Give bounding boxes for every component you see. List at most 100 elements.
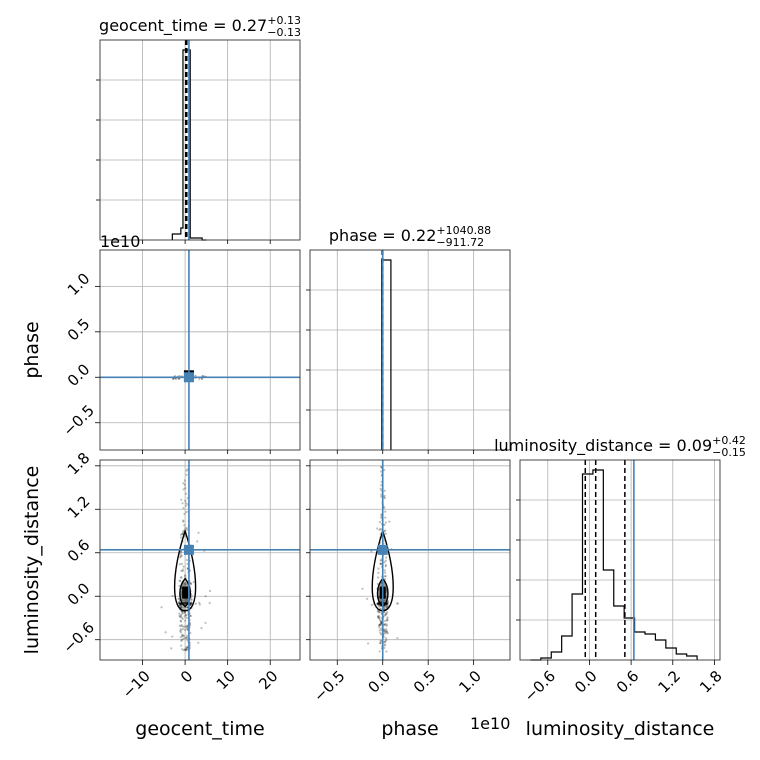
panel-luminosity_distance-vs-geocent_time-point — [181, 634, 184, 637]
panel-phase-vs-geocent_time-point — [201, 374, 204, 377]
panel-luminosity_distance-vs-geocent_time-point — [178, 579, 181, 582]
panel-luminosity_distance-vs-geocent_time-point — [190, 599, 193, 602]
panel-luminosity_distance-vs-geocent_time-point — [179, 604, 182, 607]
panel-luminosity_distance-vs-geocent_time-point — [186, 647, 189, 650]
hist-phase-title: phase = 0.22+1040.88 −911.72 — [329, 224, 491, 249]
panel-luminosity_distance-vs-geocent_time-point — [183, 615, 186, 618]
panel-luminosity_distance-vs-phase-point — [385, 624, 388, 627]
phase-y-offset-label: 1e10 — [100, 232, 140, 251]
panel-luminosity_distance-vs-phase-point — [383, 624, 386, 627]
x-axis-label-phase: phase — [381, 718, 438, 740]
panel-luminosity_distance-vs-phase-point — [386, 632, 390, 635]
panel-luminosity_distance-vs-geocent_time-point — [179, 627, 182, 631]
panel-luminosity_distance-vs-phase-point — [378, 629, 381, 632]
panel-luminosity_distance-vs-phase-point — [366, 642, 370, 645]
panel-luminosity_distance-vs-geocent_time-point — [179, 555, 182, 558]
xtick-label-luminosity_distance-3: 1.2 — [654, 667, 684, 697]
panel-phase-vs-geocent_time-point — [201, 377, 204, 380]
panel-luminosity_distance-vs-geocent_time-point — [190, 597, 193, 601]
panel-luminosity_distance-vs-phase-point — [377, 576, 380, 579]
panel-luminosity_distance-vs-geocent_time-point — [185, 648, 189, 651]
panel-luminosity_distance-vs-phase-point — [386, 617, 389, 621]
hist-luminosity_distance-steps — [530, 469, 698, 661]
panel-luminosity_distance-vs-geocent_time-point — [185, 636, 189, 639]
panel-luminosity_distance-vs-geocent_time-point — [182, 519, 185, 522]
panel-luminosity_distance-vs-geocent_time-point — [181, 633, 184, 636]
panel-luminosity_distance-vs-geocent_time-point — [178, 624, 181, 628]
panel-luminosity_distance-vs-geocent_time-point — [177, 597, 180, 600]
panel-luminosity_distance-vs-phase-point — [379, 627, 383, 630]
y-axis-label-phase: phase — [21, 321, 43, 378]
panel-luminosity_distance-vs-geocent_time-frame — [99, 459, 301, 661]
panel-luminosity_distance-vs-phase-point — [385, 630, 388, 634]
ytick-label-luminosity_distance-0: −0.6 — [59, 618, 97, 656]
panel-luminosity_distance-vs-geocent_time-point — [179, 613, 182, 616]
panel-luminosity_distance-vs-geocent_time-point — [184, 636, 187, 640]
panel-luminosity_distance-vs-phase-point — [383, 610, 386, 614]
panel-luminosity_distance-vs-phase-point — [376, 615, 380, 619]
panel-luminosity_distance-vs-geocent_time-point — [180, 576, 183, 579]
panel-luminosity_distance-vs-geocent_time-point — [185, 528, 189, 532]
xtick-label-phase-1: 0.0 — [364, 667, 394, 697]
panel-luminosity_distance-vs-geocent_time-point — [185, 502, 188, 505]
panel-luminosity_distance-vs-geocent_time-point — [180, 569, 183, 572]
panel-luminosity_distance-vs-geocent_time-point — [190, 602, 193, 605]
panel-luminosity_distance-vs-phase-point — [395, 602, 398, 605]
panel-luminosity_distance-vs-geocent_time-point — [179, 602, 182, 605]
panel-luminosity_distance-vs-phase-point — [378, 615, 381, 618]
hist-geocent_time-title: geocent_time = 0.27+0.13 −0.13 — [99, 14, 301, 39]
panel-luminosity_distance-vs-geocent_time-point — [171, 635, 174, 638]
panel-luminosity_distance-vs-phase-point — [366, 597, 369, 600]
panel-luminosity_distance-vs-geocent_time-point — [208, 601, 211, 605]
panel-luminosity_distance-vs-geocent_time-point — [180, 616, 183, 619]
ytick-label-phase-3: 1.0 — [64, 269, 94, 299]
panel-luminosity_distance-vs-geocent_time-point — [190, 602, 193, 605]
ytick-label-luminosity_distance-4: 1.8 — [64, 449, 94, 479]
panel-luminosity_distance-vs-phase-truth-marker — [377, 544, 388, 555]
panel-luminosity_distance-vs-geocent_time-point — [185, 469, 188, 472]
panel-luminosity_distance-vs-geocent_time-point — [189, 614, 192, 617]
panel-luminosity_distance-vs-phase-point — [376, 603, 379, 606]
panel-luminosity_distance-vs-geocent_time-point — [178, 602, 181, 605]
panel-luminosity_distance-vs-geocent_time-point — [208, 589, 212, 593]
panel-luminosity_distance-vs-phase-point — [378, 618, 381, 622]
panel-luminosity_distance-vs-geocent_time-truth-marker — [183, 544, 194, 555]
panel-luminosity_distance-vs-geocent_time-point — [180, 638, 184, 642]
panel-luminosity_distance-vs-phase-point — [384, 559, 387, 562]
panel-luminosity_distance-vs-phase-point — [380, 495, 383, 498]
panel-luminosity_distance-vs-geocent_time-point — [183, 479, 186, 482]
ytick-label-phase-2: 0.5 — [64, 315, 94, 345]
panel-luminosity_distance-vs-phase-point — [380, 513, 383, 517]
panel-luminosity_distance-vs-geocent_time-point — [185, 636, 188, 639]
panel-phase-vs-geocent_time-frame — [99, 249, 301, 451]
panel-luminosity_distance-vs-geocent_time-point — [185, 616, 188, 620]
xtick-label-luminosity_distance-4: 1.8 — [696, 667, 726, 697]
panel-luminosity_distance-vs-phase-point — [383, 506, 386, 509]
panel-luminosity_distance-vs-geocent_time-point — [179, 606, 183, 609]
panel-luminosity_distance-vs-phase-point — [384, 564, 388, 567]
panel-luminosity_distance-vs-phase-point — [378, 610, 381, 613]
ytick-label-luminosity_distance-2: 0.6 — [64, 536, 94, 566]
panel-luminosity_distance-vs-geocent_time-point — [160, 606, 163, 609]
panel-luminosity_distance-vs-phase-point — [384, 623, 387, 626]
panel-luminosity_distance-vs-phase-point — [380, 493, 383, 496]
panel-luminosity_distance-vs-phase-point — [386, 604, 389, 607]
panel-luminosity_distance-vs-phase-point — [376, 602, 380, 605]
panel-luminosity_distance-vs-geocent_time-point — [183, 611, 186, 615]
panel-luminosity_distance-vs-geocent_time-point — [179, 615, 183, 618]
panel-luminosity_distance-vs-geocent_time-point — [198, 603, 201, 606]
panel-luminosity_distance-vs-geocent_time-point — [179, 631, 183, 634]
xtick-label-luminosity_distance-1: 0.0 — [571, 667, 601, 697]
panel-luminosity_distance-vs-geocent_time-point — [194, 602, 197, 605]
panel-luminosity_distance-vs-phase-point — [384, 521, 387, 524]
panel-luminosity_distance-vs-phase-point — [383, 494, 386, 497]
panel-luminosity_distance-vs-geocent_time-point — [184, 499, 187, 502]
panel-luminosity_distance-vs-geocent_time-point — [180, 606, 183, 609]
panel-luminosity_distance-vs-phase-point — [378, 650, 381, 653]
panel-luminosity_distance-vs-geocent_time-point — [189, 582, 192, 585]
panel-luminosity_distance-vs-geocent_time-point — [183, 512, 186, 516]
panel-luminosity_distance-vs-phase-point — [383, 561, 386, 564]
panel-luminosity_distance-vs-phase-point — [386, 602, 389, 605]
panel-luminosity_distance-vs-geocent_time-point — [179, 550, 183, 553]
panel-luminosity_distance-vs-geocent_time-point — [185, 627, 189, 630]
